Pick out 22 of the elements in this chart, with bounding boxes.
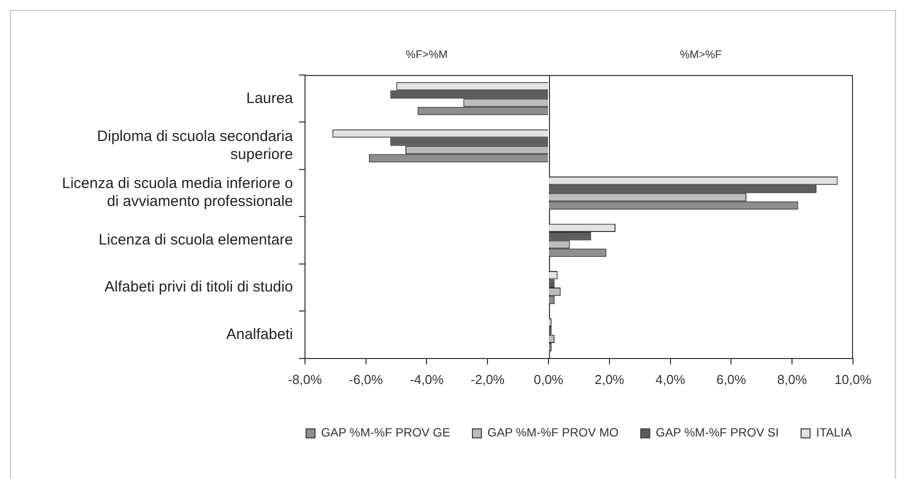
x-tick-label: 2,0% — [594, 372, 625, 387]
x-tick-label: -2,0% — [470, 372, 506, 387]
y-tick-label: Laurea — [246, 90, 294, 107]
legend-label: GAP %M-%F PROV GE — [321, 426, 450, 440]
y-tick-label: Licenza di scuola elementare — [98, 231, 293, 248]
x-tick-label: -4,0% — [410, 372, 444, 387]
legend-label: GAP %M-%F PROV MO — [487, 426, 619, 440]
y-tick-label: Alfabeti privi di titoli di studio — [104, 278, 293, 296]
text: %M>%F — [680, 49, 722, 62]
legend-label: GAP %M-%F PROV SI — [656, 426, 779, 440]
x-tick-label: -8,0% — [288, 372, 322, 387]
x-tick-label: 6,0% — [716, 372, 746, 387]
text: %F>%M — [406, 49, 448, 62]
x-tick-label: 4,0% — [656, 372, 686, 387]
y-tick-label: Licenza di scuola media inferiore o di avviamento professionale — [62, 175, 293, 210]
x-tick-label: 10,0% — [834, 372, 872, 387]
legend-label: ITALIA — [816, 426, 852, 440]
y-tick-label: Analfabeti — [226, 326, 293, 343]
x-tick-label: 0,0% — [534, 372, 564, 387]
y-tick-label: Diploma di scuola secondaria superiore — [97, 128, 294, 163]
x-tick-label: -6,0% — [348, 372, 384, 387]
x-tick-label: 8,0% — [777, 372, 808, 387]
